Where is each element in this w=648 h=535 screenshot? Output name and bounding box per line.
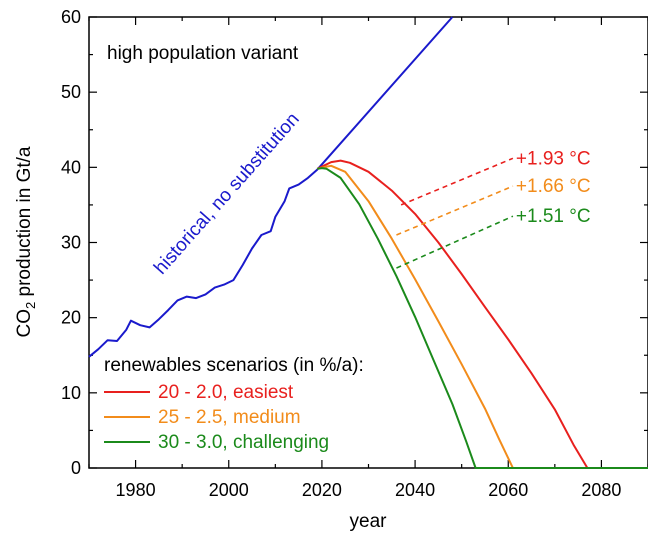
y-axis-title-sub: 2: [23, 302, 38, 309]
x-tick-label: 2040: [395, 480, 435, 500]
y-axis-title-main: CO: [14, 309, 35, 338]
legend-label-1: 25 - 2.5, medium: [158, 407, 301, 428]
temperature-leader-2: [396, 215, 514, 269]
temperature-label-1: +1.66 °C: [516, 176, 591, 197]
y-tick-label: 30: [61, 233, 81, 253]
temperature-label-0: +1.93 °C: [516, 148, 591, 169]
y-tick-label: 40: [61, 157, 81, 177]
temperature-annotations: +1.93 °C +1.66 °C +1.51 °C: [396, 148, 591, 269]
y-tick-label: 10: [61, 383, 81, 403]
x-tick-label: 2060: [488, 480, 528, 500]
x-axis-title: year: [350, 511, 388, 532]
y-axis-title: CO2 production in Gt/a: [14, 146, 38, 337]
y-tick-label: 20: [61, 308, 81, 328]
y-tick-label: 50: [61, 82, 81, 102]
x-tick-label: 2000: [209, 480, 249, 500]
series-line-1: [316, 159, 648, 469]
y-axis-title-rest: production in Gt/a: [14, 146, 35, 302]
chart-labels: high population variant year CO2 product…: [14, 43, 387, 532]
temperature-label-2: +1.51 °C: [516, 206, 591, 227]
temperature-leader-0: [400, 157, 514, 206]
annotation-top: high population variant: [107, 43, 299, 64]
axis-ticks: 1980 2000 2020 2040 2060 2080 0 10 20 30 40 50 60: [61, 7, 648, 500]
legend-label-0: 20 - 2.0, easiest: [158, 382, 294, 403]
y-tick-label: 0: [71, 458, 81, 478]
series-label-historical: historical, no substitution: [150, 109, 304, 279]
temperature-leader-1: [396, 185, 514, 236]
y-tick-label: 60: [61, 7, 81, 27]
legend: renewables scenarios (in %/a): 20 - 2.0,…: [104, 355, 364, 453]
x-tick-label: 1980: [116, 480, 156, 500]
x-tick-label: 2080: [581, 480, 621, 500]
legend-label-2: 30 - 3.0, challenging: [158, 432, 329, 453]
legend-title: renewables scenarios (in %/a):: [104, 355, 364, 376]
series-line-0: [88, 16, 454, 358]
series-line-2: [317, 164, 648, 469]
series-line-3: [317, 167, 648, 469]
x-tick-label: 2020: [302, 480, 342, 500]
